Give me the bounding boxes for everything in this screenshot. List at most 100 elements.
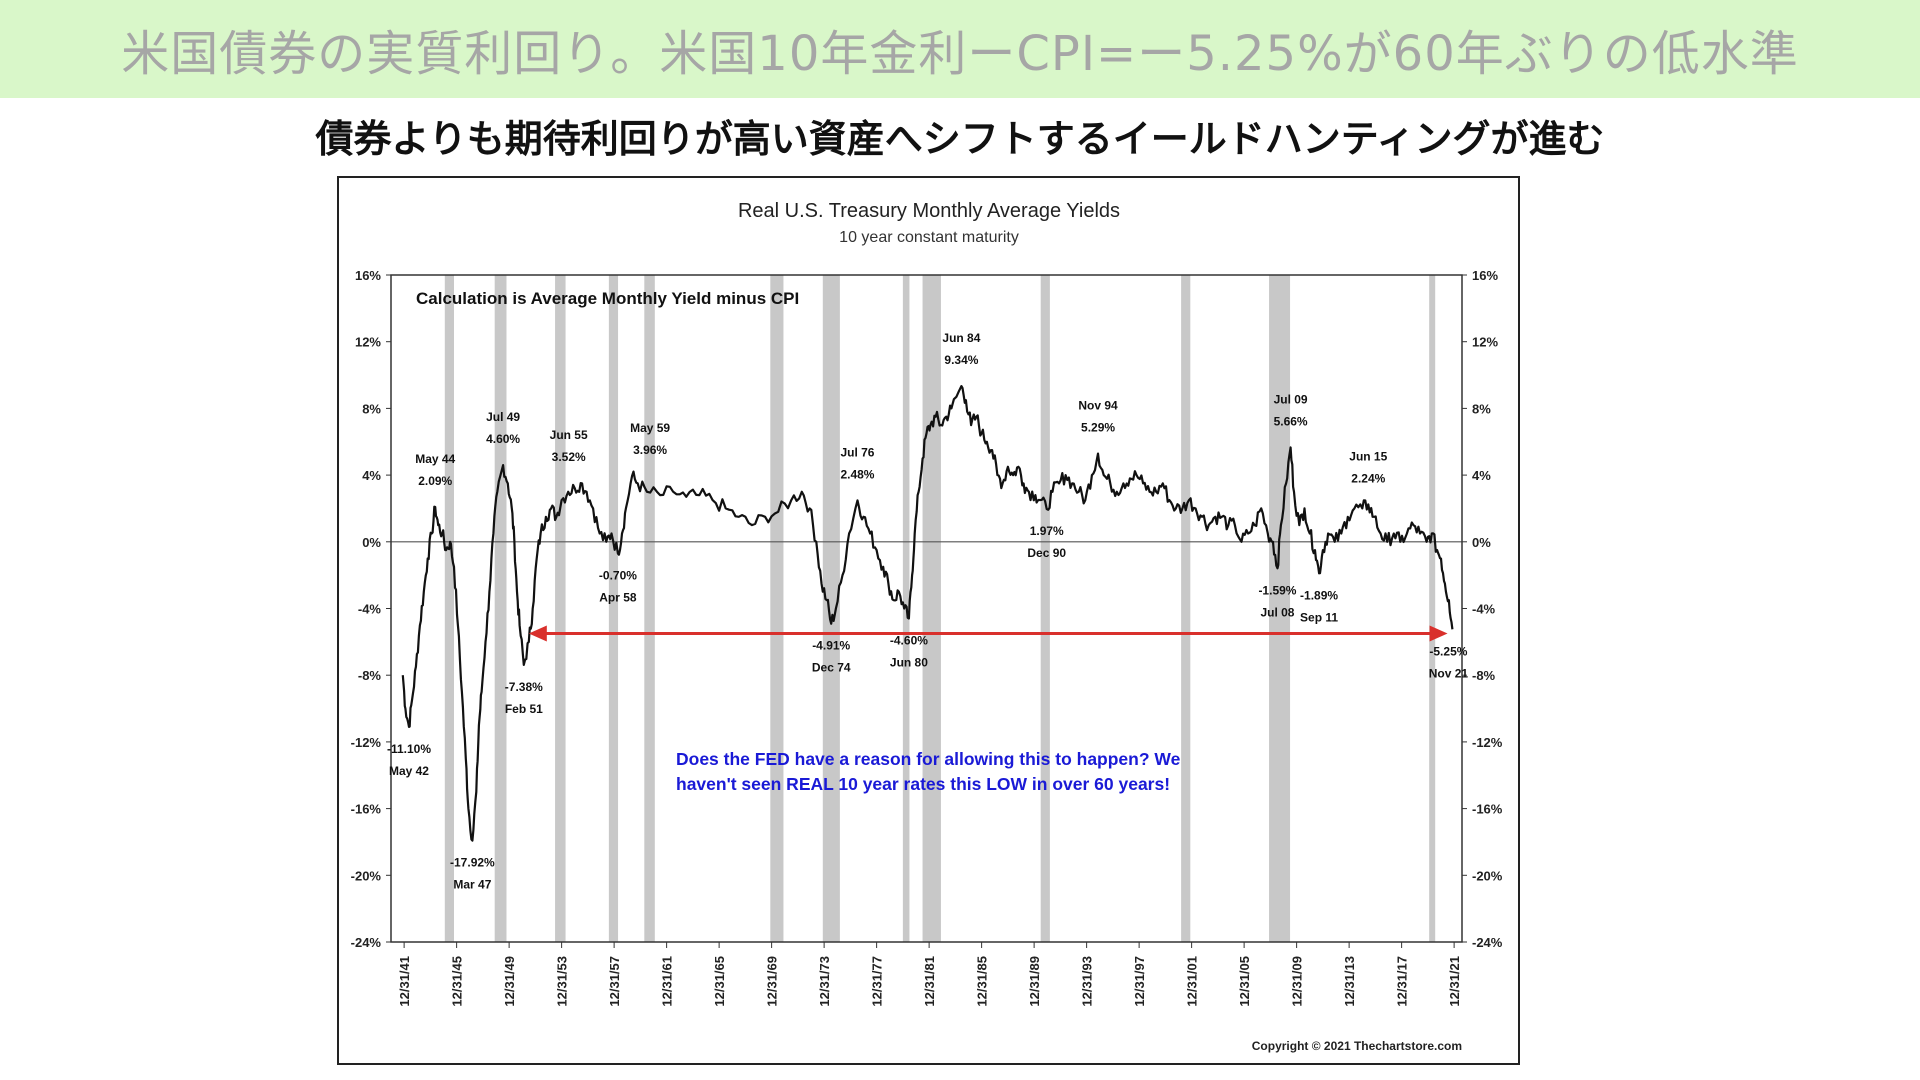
data-label-value: -5.25% — [1429, 644, 1467, 658]
data-label-date: Nov 94 — [1078, 399, 1118, 413]
chart-subtitle: 10 year constant maturity — [839, 229, 1019, 246]
x-tick-label: 12/31/73 — [817, 956, 832, 1007]
axes: 16% 16% 12% 12% 8% 8% 4% 4% 0% 0% -4% -4% -8% -8% -12%… — [351, 268, 1503, 1007]
data-label-value: 2.48% — [840, 467, 874, 481]
data-label-value: 5.29% — [1081, 421, 1115, 435]
x-tick-label: 12/31/65 — [712, 956, 727, 1007]
data-label-value: 3.96% — [633, 443, 667, 457]
data-label-value: -1.89% — [1300, 588, 1338, 602]
data-labels: -11.10% May 42 May 44 2.09% -17.92% Mar 47 Jul… — [387, 331, 1468, 892]
data-label-value: -7.38% — [505, 680, 543, 694]
y-tick-label-left: -16% — [351, 802, 382, 817]
y-tick-label-right: -24% — [1472, 935, 1503, 950]
x-tick-label: 12/31/89 — [1027, 956, 1042, 1007]
x-tick-label: 12/31/69 — [765, 956, 780, 1007]
data-label-date: Jul 49 — [486, 410, 520, 424]
series-layer — [401, 385, 1454, 842]
data-label-value: 2.24% — [1351, 471, 1385, 485]
x-tick-label: 12/31/97 — [1132, 956, 1147, 1007]
y-tick-label-left: 16% — [355, 268, 381, 283]
x-tick-label: 12/31/85 — [975, 956, 990, 1007]
x-tick-label: 12/31/17 — [1395, 956, 1410, 1007]
data-label-value: -11.10% — [387, 742, 431, 756]
x-tick-label: 12/31/81 — [922, 956, 937, 1007]
data-label-date: Jun 15 — [1349, 449, 1387, 463]
y-tick-label-right: 12% — [1472, 335, 1498, 350]
x-tick-label: 12/31/77 — [870, 956, 885, 1007]
data-label-value: 9.34% — [944, 353, 978, 367]
recession-band-2 — [555, 275, 566, 942]
x-tick-label: 12/31/61 — [660, 956, 675, 1007]
arrow-layer — [528, 625, 1448, 642]
plot-area-border — [390, 274, 1463, 943]
data-label-date: May 42 — [389, 764, 429, 778]
recession-band-3 — [608, 275, 619, 942]
y-tick-label-left: 4% — [362, 468, 381, 483]
chart-title: Real U.S. Treasury Monthly Average Yield… — [738, 200, 1120, 222]
recession-band-11 — [1269, 275, 1291, 942]
data-label-date: May 44 — [415, 452, 455, 466]
copyright-text: Copyright © 2021 Thechartstore.com — [1252, 1039, 1462, 1053]
recession-band-0 — [444, 275, 454, 942]
data-label-value: 2.09% — [418, 474, 452, 488]
y-tick-label-left: -4% — [358, 602, 382, 617]
data-label-date: Sep 11 — [1300, 610, 1338, 624]
x-tick-label: 12/31/93 — [1080, 956, 1095, 1007]
x-tick-label: 12/31/01 — [1185, 956, 1200, 1007]
x-tick-label: 12/31/13 — [1342, 956, 1357, 1007]
recession-band-1 — [494, 275, 507, 942]
data-label-date: Dec 90 — [1027, 546, 1066, 560]
y-tick-label-right: 16% — [1472, 268, 1498, 283]
x-tick-label: 12/31/09 — [1290, 956, 1305, 1007]
recession-band-8 — [922, 275, 941, 942]
y-tick-label-right: 4% — [1472, 468, 1491, 483]
data-label-value: -17.92% — [450, 856, 495, 870]
data-label-date: Jul 08 — [1260, 605, 1294, 619]
data-label-date: May 59 — [630, 421, 670, 435]
data-label-date: Nov 21 — [1429, 666, 1469, 680]
data-label-date: Mar 47 — [453, 878, 491, 892]
data-label-value: 3.52% — [552, 450, 586, 464]
page-title: 米国債券の実質利回り。米国10年金利ーCPI=ー5.25%が60年ぶりの低水準 — [121, 26, 1799, 82]
y-tick-label-left: 8% — [362, 401, 381, 416]
annotation-line-2: haven't seen REAL 10 year rates this LOW… — [676, 774, 1170, 794]
data-label-date: Jul 76 — [840, 445, 874, 459]
recession-band-10 — [1181, 275, 1191, 942]
y-tick-label-left: -12% — [351, 735, 382, 750]
y-tick-label-left: -8% — [358, 668, 382, 683]
red-arrow-head-right — [1429, 625, 1448, 642]
data-label-value: 4.60% — [486, 432, 520, 446]
y-tick-label-right: -8% — [1472, 668, 1496, 683]
data-label-value: 1.97% — [1030, 524, 1064, 538]
x-tick-label: 12/31/57 — [607, 956, 622, 1007]
data-label-date: Apr 58 — [599, 590, 637, 604]
x-tick-label: 12/31/45 — [450, 956, 465, 1007]
calculation-note: Calculation is Average Monthly Yield min… — [416, 289, 799, 308]
y-tick-label-left: -20% — [351, 868, 382, 883]
recession-band-9 — [1040, 275, 1050, 942]
data-label-date: Feb 51 — [505, 702, 543, 716]
x-tick-label: 12/31/05 — [1237, 956, 1252, 1007]
y-tick-label-right: -12% — [1472, 735, 1503, 750]
data-label-date: Dec 74 — [812, 661, 851, 675]
data-label-date: Jul 09 — [1274, 392, 1308, 406]
y-tick-label-right: -20% — [1472, 868, 1503, 883]
recession-band-5 — [770, 275, 784, 942]
data-label-value: -1.59% — [1258, 583, 1296, 597]
y-tick-label-right: 0% — [1472, 535, 1491, 550]
real-yield-line — [401, 385, 1454, 842]
y-tick-label-left: 12% — [355, 335, 381, 350]
data-label-value: 5.66% — [1274, 414, 1308, 428]
y-tick-label-left: -24% — [351, 935, 382, 950]
x-tick-label: 12/31/21 — [1447, 956, 1462, 1007]
recession-band-6 — [822, 275, 840, 942]
data-label-value: -0.70% — [599, 568, 637, 582]
annotation-line-1: Does the FED have a reason for allowing … — [676, 749, 1181, 769]
y-tick-label-right: -4% — [1472, 602, 1496, 617]
data-label-date: Jun 55 — [550, 428, 588, 442]
chart-frame: Real U.S. Treasury Monthly Average Yield… — [337, 176, 1520, 1065]
real-yield-chart: Real U.S. Treasury Monthly Average Yield… — [351, 200, 1503, 1053]
page-subtitle: 債券よりも期待利回りが高い資産へシフトするイールドハンティングが進む — [315, 117, 1605, 161]
y-tick-label-right: -16% — [1472, 802, 1503, 817]
data-label-value: -4.60% — [890, 634, 928, 648]
